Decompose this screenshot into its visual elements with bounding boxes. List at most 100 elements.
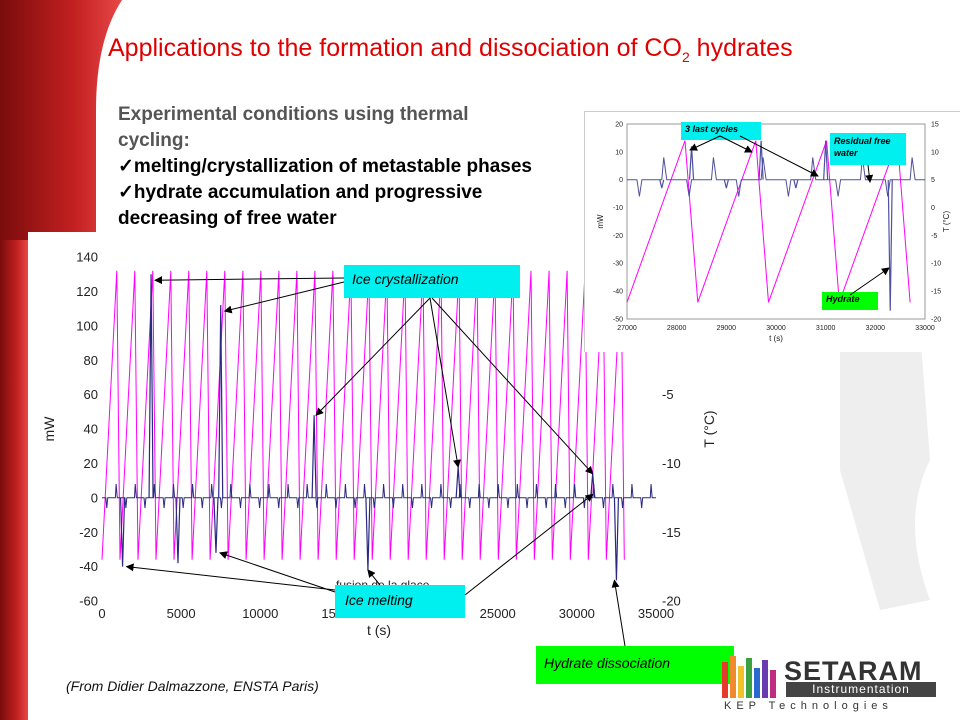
callout-hydrate-dissociation: Hydrate dissociation bbox=[536, 646, 734, 684]
callout-arrow bbox=[125, 563, 336, 591]
callout-arrow bbox=[611, 579, 626, 647]
crystallization-peak bbox=[218, 305, 224, 498]
callout-arrow bbox=[464, 493, 594, 596]
x-tick-label: 32000 bbox=[866, 325, 886, 332]
callout-arrow bbox=[719, 135, 753, 153]
y2-tick-label: -10 bbox=[931, 261, 941, 268]
x-tick-label: 30000 bbox=[766, 325, 786, 332]
intro-line-1: Experimental conditions using thermal bbox=[118, 104, 469, 125]
x-tick-label: 28000 bbox=[667, 325, 687, 332]
callout-arrow bbox=[154, 276, 345, 285]
x-tick-label: 31000 bbox=[816, 325, 836, 332]
red-sidebar-lower bbox=[0, 240, 28, 720]
heat-flow-line bbox=[102, 483, 656, 509]
y-tick-label: 20 bbox=[615, 121, 623, 128]
x-tick-label: 35000 bbox=[638, 606, 674, 621]
callout-arrow bbox=[223, 281, 345, 314]
y-tick-label: 80 bbox=[84, 353, 98, 368]
y-tick-label: 0 bbox=[91, 490, 98, 505]
y-tick-label: 120 bbox=[76, 284, 98, 299]
y2-axis-label: T (°C) bbox=[701, 410, 717, 447]
y-tick-label: -40 bbox=[613, 289, 623, 296]
crystallization-peak bbox=[148, 274, 154, 498]
callout-arrow bbox=[315, 297, 431, 416]
y-tick-label: 10 bbox=[615, 149, 623, 156]
y2-tick-label: -5 bbox=[931, 233, 937, 240]
intro-line-2: cycling: bbox=[118, 130, 190, 151]
x-axis-label: t (s) bbox=[367, 622, 391, 638]
crystallization-peak bbox=[758, 140, 764, 180]
inset-chart: 27000 28000 29000 30000 31000 32000 33000-50-4… bbox=[596, 121, 951, 343]
bullet-1: ✓melting/crystallization of metastable p… bbox=[118, 156, 532, 177]
crystallization-peak bbox=[823, 140, 829, 180]
y2-tick-label: -20 bbox=[662, 594, 681, 609]
y2-axis-label: T (°C) bbox=[942, 211, 951, 233]
heat-flow-line bbox=[627, 157, 925, 197]
y2-tick-label: -20 bbox=[931, 316, 941, 323]
x-tick-label: 10000 bbox=[242, 606, 278, 621]
conditions-text: Experimental conditions using thermal cy… bbox=[118, 102, 588, 232]
silhouette-decoration bbox=[840, 315, 930, 610]
x-tick-label: 33000 bbox=[915, 325, 935, 332]
callout-hydrate: Hydrate bbox=[822, 292, 878, 310]
x-tick-label: 0 bbox=[98, 606, 105, 621]
y-tick-label: -20 bbox=[79, 525, 98, 540]
y-tick-label: -10 bbox=[613, 205, 623, 212]
y-tick-label: 100 bbox=[76, 318, 98, 333]
callout-arrow bbox=[367, 569, 381, 586]
callout-arrow bbox=[689, 135, 721, 151]
x-tick-label: 25000 bbox=[480, 606, 516, 621]
x-tick-label: 30000 bbox=[559, 606, 595, 621]
logo-tagline: KEP Technologies bbox=[724, 700, 893, 712]
slide-title: Applications to the formation and dissoc… bbox=[108, 34, 793, 65]
y2-tick-label: 0 bbox=[931, 205, 935, 212]
callout-arrow bbox=[431, 297, 594, 475]
y-tick-label: -50 bbox=[613, 316, 623, 323]
callout-ice-crystallization: Ice crystallization bbox=[344, 265, 520, 298]
callout-residual-free-water: Residual free water bbox=[830, 133, 906, 165]
y2-tick-label: 15 bbox=[931, 121, 939, 128]
melting-peak bbox=[887, 179, 893, 311]
melting-peak bbox=[723, 179, 729, 189]
bullet-2-line-2: decreasing of free water bbox=[118, 208, 337, 229]
callout-ice-melting: Ice melting bbox=[335, 585, 465, 618]
melting-peak bbox=[659, 179, 665, 189]
x-tick-label: 5000 bbox=[167, 606, 196, 621]
callout-arrow bbox=[429, 297, 461, 468]
source-credit: (From Didier Dalmazzone, ENSTA Paris) bbox=[66, 678, 319, 694]
y2-tick-label: -5 bbox=[662, 387, 674, 402]
melting-peak bbox=[175, 497, 181, 564]
red-sidebar bbox=[0, 0, 122, 240]
y-tick-label: 40 bbox=[84, 422, 98, 437]
melting-peak bbox=[793, 179, 799, 189]
y-tick-label: 60 bbox=[84, 387, 98, 402]
callout-arrow bbox=[219, 551, 336, 593]
callout-three-last-cycles: 3 last cycles bbox=[681, 122, 761, 140]
x-tick-label: 27000 bbox=[617, 325, 637, 332]
logo-bars-icon bbox=[722, 656, 776, 698]
setaram-logo: SETARAM Instrumentation KEP Technologies bbox=[716, 652, 948, 716]
y-tick-label: 20 bbox=[84, 456, 98, 471]
y-tick-label: 140 bbox=[76, 250, 98, 265]
y-axis-label: mW bbox=[41, 416, 57, 442]
y-tick-label: -40 bbox=[79, 559, 98, 574]
plot-area bbox=[626, 123, 926, 320]
melting-peak bbox=[119, 497, 126, 567]
y2-tick-label: -10 bbox=[662, 456, 681, 471]
callout-arrow bbox=[739, 135, 819, 177]
x-tick-label: 29000 bbox=[717, 325, 737, 332]
y-tick-label: -20 bbox=[613, 233, 623, 240]
bullet-2-line-1: ✓hydrate accumulation and progressive bbox=[118, 182, 483, 203]
y-axis-label: mW bbox=[596, 214, 605, 229]
y2-tick-label: 5 bbox=[931, 177, 935, 184]
callout-arrow bbox=[865, 164, 874, 183]
x-axis-label: t (s) bbox=[769, 334, 783, 343]
y2-tick-label: -15 bbox=[662, 525, 681, 540]
y-tick-label: -30 bbox=[613, 261, 623, 268]
y-tick-label: -60 bbox=[79, 594, 98, 609]
callout-arrow bbox=[849, 267, 890, 296]
logo-name: SETARAM bbox=[784, 656, 923, 686]
y2-tick-label: -15 bbox=[931, 289, 941, 296]
